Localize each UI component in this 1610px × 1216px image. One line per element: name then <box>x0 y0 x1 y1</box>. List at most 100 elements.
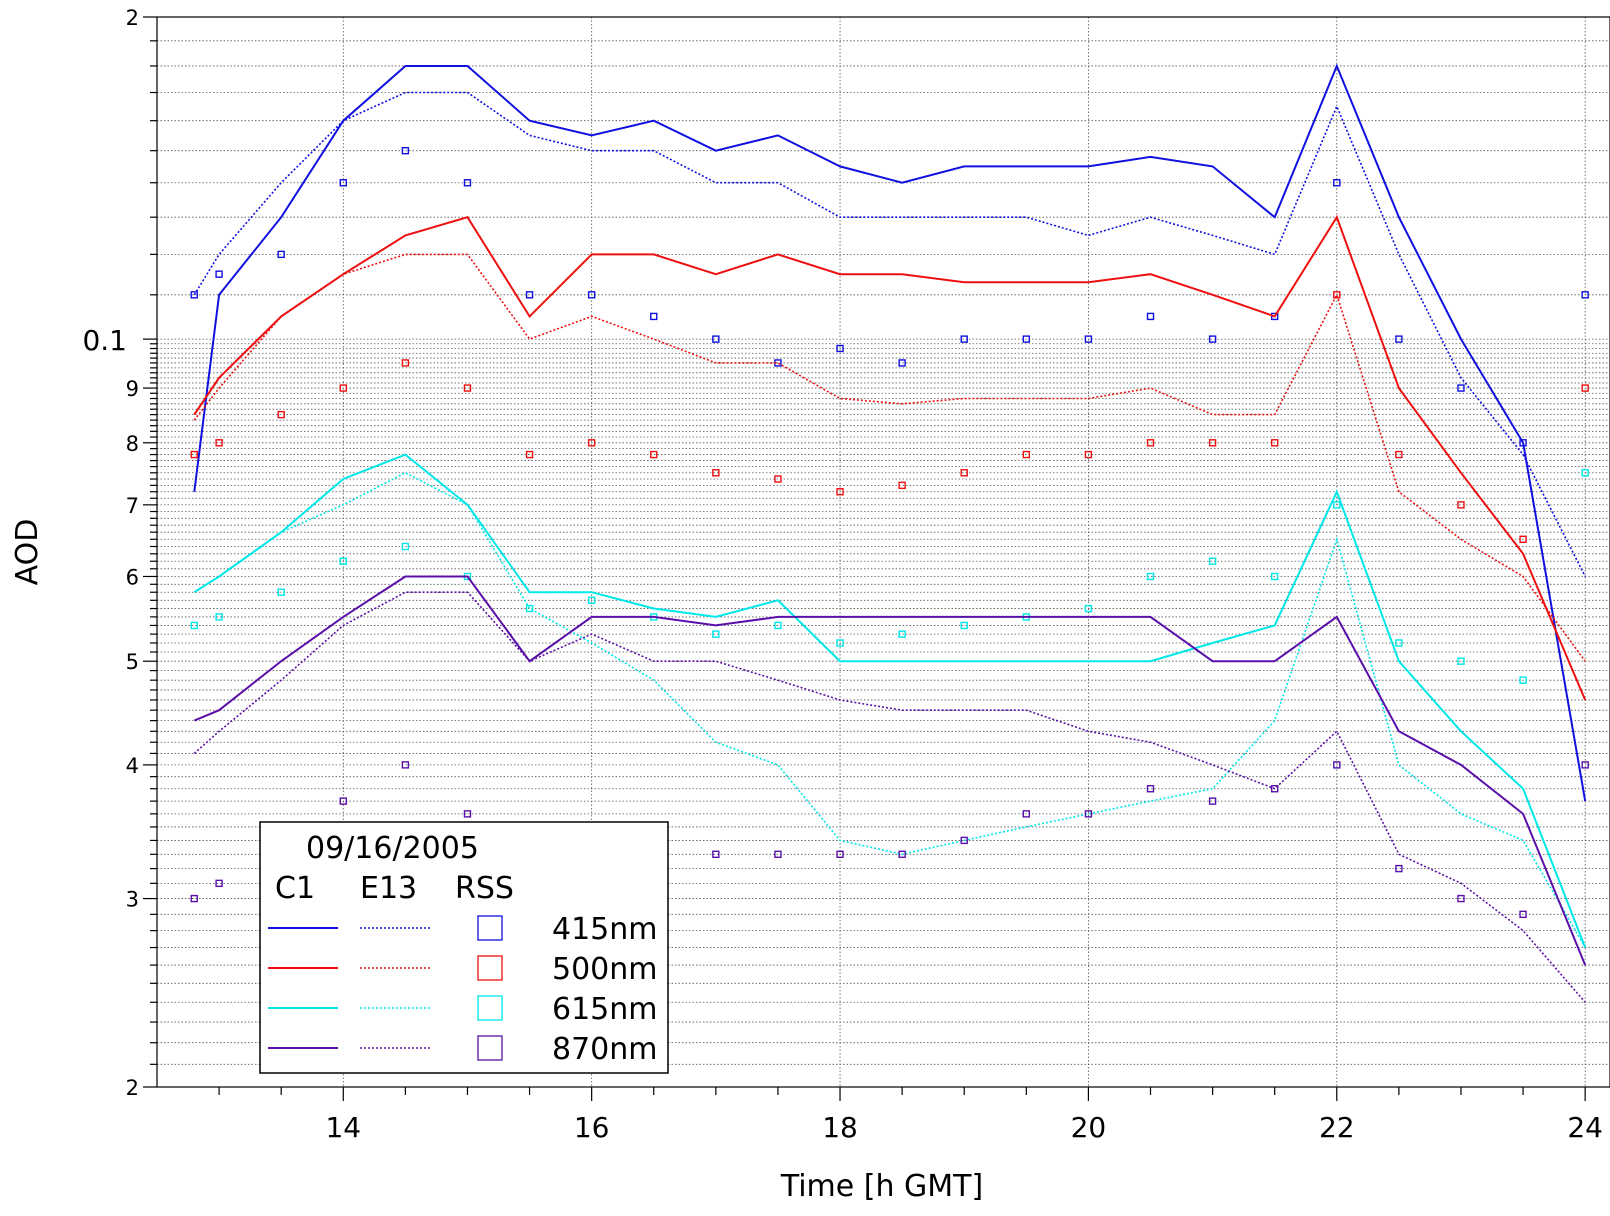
rss-point-500 <box>960 469 968 477</box>
rss-point-415 <box>960 335 968 343</box>
x-tick-label: 22 <box>1319 1111 1355 1144</box>
x-tick-label: 20 <box>1071 1111 1107 1144</box>
rss-point-870 <box>1457 894 1465 903</box>
legend: 09/16/2005 C1 E13 RSS 415nm 500nm 615nm 870… <box>259 821 669 1074</box>
rss-point-870 <box>1022 810 1031 818</box>
rss-point-870 <box>712 850 720 858</box>
rss-point-415 <box>1208 335 1217 343</box>
rss-point-415 <box>401 146 410 155</box>
rss-point-500 <box>277 410 285 419</box>
rss-point-500 <box>463 384 472 392</box>
rss-point-615 <box>1208 557 1217 565</box>
x-axis: 14 16 18 20 22 24 <box>218 1087 1603 1144</box>
legend-header-e13: E13 <box>360 871 417 906</box>
y-tick-label: 5 <box>126 650 139 674</box>
rss-point-870 <box>960 836 968 845</box>
rss-point-615 <box>1519 676 1527 684</box>
y-tick-label: 0.1 <box>82 324 127 357</box>
rss-point-415 <box>898 359 906 367</box>
rss-point-870 <box>898 850 906 858</box>
rss-point-615 <box>277 588 285 596</box>
y-tick-label: 4 <box>126 754 139 778</box>
rss-point-500 <box>774 475 782 483</box>
rss-point-500 <box>1270 439 1279 447</box>
legend-rss-marker-500 <box>477 955 503 981</box>
rss-point-870 <box>1084 810 1093 818</box>
rss-point-870 <box>1519 910 1527 919</box>
y-axis-title: AOD <box>10 519 45 586</box>
series-415-e13-line <box>193 91 1586 577</box>
rss-point-415 <box>1457 384 1465 392</box>
y-tick-label: 8 <box>126 432 139 456</box>
rss-point-615 <box>1333 501 1341 509</box>
rss-point-870 <box>1333 761 1341 769</box>
y-tick-label: 2 <box>126 1076 139 1100</box>
y-axis: 2 3 4 5 6 7 8 9 0.1 2 <box>82 6 157 1100</box>
rss-point-870 <box>1270 785 1279 793</box>
x-axis-title: Time [h GMT] <box>780 1169 983 1204</box>
y-tick-label: 6 <box>126 565 139 589</box>
rss-point-615 <box>190 621 198 630</box>
legend-rss-marker-415 <box>477 915 503 941</box>
rss-point-500 <box>1084 450 1093 459</box>
rss-point-870 <box>1146 785 1155 793</box>
series-615-e13-line <box>193 471 1586 948</box>
legend-rss-marker-615 <box>477 995 503 1021</box>
rss-point-415 <box>1084 335 1093 343</box>
rss-point-615 <box>1084 604 1093 613</box>
series-500-e13-line <box>193 253 1586 662</box>
y-tick-label: 2 <box>126 6 139 30</box>
legend-label-415: 415nm <box>552 912 658 947</box>
legend-box <box>259 821 669 1074</box>
y-tick-label: 3 <box>126 888 139 912</box>
legend-rows: 415nm 500nm 615nm 870nm <box>268 912 658 1067</box>
rss-point-415 <box>1581 291 1589 299</box>
rss-point-500 <box>215 439 223 447</box>
legend-date: 09/16/2005 <box>306 831 479 866</box>
rss-point-615 <box>1457 657 1465 665</box>
rss-point-615 <box>1270 572 1279 581</box>
plot-frame <box>156 16 1610 1088</box>
rss-point-500 <box>525 450 534 459</box>
rss-point-415 <box>190 291 198 299</box>
rss-point-870 <box>1395 864 1403 873</box>
rss-point-415 <box>215 270 223 278</box>
rss-point-870 <box>339 797 347 805</box>
rss-point-415 <box>525 291 534 299</box>
rss-point-500 <box>1022 450 1031 459</box>
rss-point-415 <box>1333 179 1341 187</box>
rss-point-415 <box>1022 335 1031 343</box>
rss-point-500 <box>1581 384 1589 392</box>
series-500-rss <box>190 291 1589 543</box>
rss-point-500 <box>401 359 410 367</box>
y-tick-label: 9 <box>126 377 139 401</box>
rss-point-500 <box>190 450 198 459</box>
rss-point-415 <box>587 291 596 299</box>
rss-point-870 <box>774 850 782 858</box>
legend-rss-marker-870 <box>477 1035 503 1061</box>
rss-point-500 <box>1146 439 1155 447</box>
rss-point-500 <box>650 450 658 459</box>
legend-header-rss: RSS <box>455 871 514 906</box>
legend-label-870: 870nm <box>552 1032 658 1067</box>
rss-point-415 <box>712 335 720 343</box>
rss-point-415 <box>1146 312 1155 321</box>
rss-point-615 <box>1581 469 1589 477</box>
legend-label-615: 615nm <box>552 992 658 1027</box>
rss-point-615 <box>960 621 968 630</box>
rss-point-615 <box>898 630 906 638</box>
rss-point-500 <box>898 481 906 490</box>
rss-point-500 <box>339 384 347 392</box>
rss-point-870 <box>1581 761 1589 769</box>
rss-point-870 <box>463 810 472 818</box>
series-615-c1-line <box>193 453 1587 948</box>
rss-point-500 <box>1333 291 1341 299</box>
rss-point-500 <box>836 488 844 496</box>
rss-point-615 <box>401 542 410 551</box>
rss-point-615 <box>587 596 596 605</box>
series-layer <box>190 63 1589 1003</box>
series-870-e13-line <box>193 591 1586 1003</box>
x-tick-label: 18 <box>822 1111 858 1144</box>
y-tick-label: 7 <box>126 494 139 518</box>
